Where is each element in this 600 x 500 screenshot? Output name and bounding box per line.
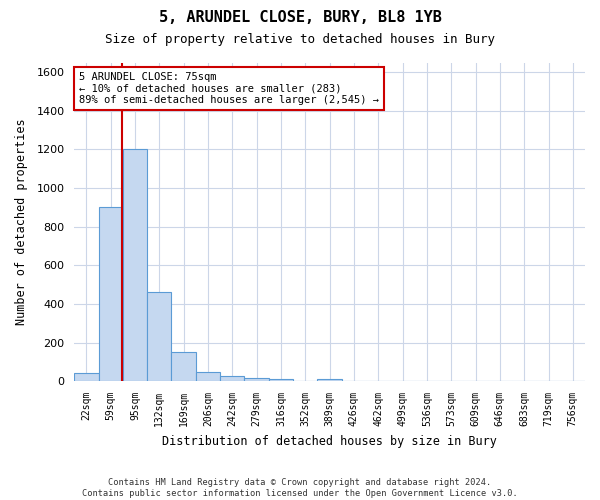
Bar [74, 374, 98, 381]
Bar [317, 380, 342, 381]
Bar [244, 378, 269, 381]
Bar [172, 352, 196, 381]
Bar [269, 380, 293, 381]
Bar [98, 208, 123, 381]
Bar [123, 150, 147, 381]
Bar [147, 292, 172, 381]
Text: 5, ARUNDEL CLOSE, BURY, BL8 1YB: 5, ARUNDEL CLOSE, BURY, BL8 1YB [158, 10, 442, 25]
Text: Contains HM Land Registry data © Crown copyright and database right 2024.
Contai: Contains HM Land Registry data © Crown c… [82, 478, 518, 498]
Y-axis label: Number of detached properties: Number of detached properties [15, 118, 28, 325]
Text: 5 ARUNDEL CLOSE: 75sqm
← 10% of detached houses are smaller (283)
89% of semi-de: 5 ARUNDEL CLOSE: 75sqm ← 10% of detached… [79, 72, 379, 106]
X-axis label: Distribution of detached houses by size in Bury: Distribution of detached houses by size … [162, 434, 497, 448]
Text: Size of property relative to detached houses in Bury: Size of property relative to detached ho… [105, 32, 495, 46]
Bar [220, 376, 244, 381]
Bar [196, 372, 220, 381]
